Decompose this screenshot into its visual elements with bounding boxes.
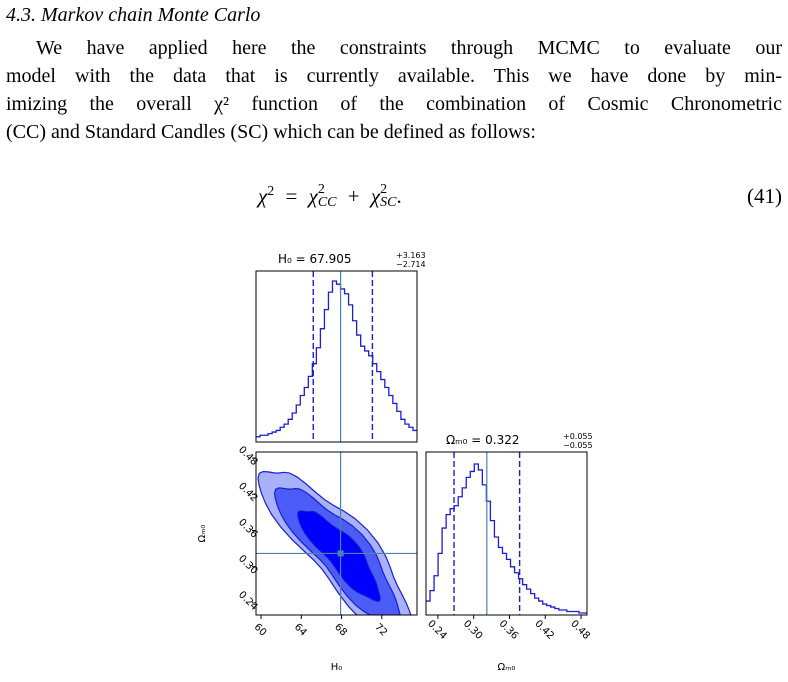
body-paragraph: We have applied here the constraints thr… — [6, 34, 782, 146]
h0-tick-label: 72 — [372, 622, 389, 639]
section-heading: 4.3. Markov chain Monte Carlo — [6, 4, 260, 27]
om-x-tick-label: 0.30 — [461, 618, 485, 642]
om-title-plus: +0.055 — [563, 432, 593, 441]
om-x-tick-label: 0.24 — [425, 618, 449, 642]
paragraph-line: model with the data that is currently av… — [6, 65, 782, 87]
paragraph-line: (CC) and Standard Candles (SC) which can… — [6, 121, 536, 143]
om-x-axis-label: Ωₘ₀ — [498, 662, 516, 673]
equation-number: (41) — [747, 184, 782, 208]
section-number: 4.3. — [6, 4, 36, 26]
h0-axis-label: H₀ — [331, 662, 343, 673]
om-axis-label: Ωₘ₀ — [197, 525, 208, 543]
contour-group — [257, 470, 412, 615]
h0-histogram-step — [256, 280, 417, 438]
equation-body: χ2 = χ 2 CC + χ 2 SC. — [258, 182, 402, 211]
section-title: Markov chain Monte Carlo — [41, 4, 261, 26]
h0-panel-frame — [255, 270, 418, 443]
corner-plot-figure: H₀ = 67.905 +3.163 −2.714 60 64 68 72 0.24 0.30… — [0, 245, 788, 677]
om-x-tick-label: 0.36 — [497, 618, 521, 642]
paragraph-line: imizing the overall χ² function of the c… — [6, 93, 782, 115]
h0-title-minus: −2.714 — [396, 260, 426, 269]
h0-tick-label: 64 — [292, 622, 309, 639]
h0-tick-label: 60 — [252, 622, 269, 639]
h0-tick-label: 68 — [332, 622, 349, 639]
om-x-tick-label: 0.42 — [532, 618, 556, 642]
equation-41: χ2 = χ 2 CC + χ 2 SC. (41) — [0, 182, 788, 214]
h0-histogram-panel: H₀ = 67.905 +3.163−2.714 — [255, 251, 426, 443]
corner-plot: H₀ = 67.905 +3.163−2.714 60 64 68 72 0.24 0.30… — [197, 251, 593, 673]
joint-panel-frame — [255, 451, 418, 616]
h0-title: H₀ = 67.905 — [278, 252, 352, 266]
om-title-minus: −0.055 — [563, 441, 593, 450]
om-title: Ωₘ₀ = 0.322 — [446, 433, 520, 447]
paragraph-line: We have applied here the constraints thr… — [36, 37, 782, 59]
om-histogram-step — [426, 463, 587, 614]
om-panel-frame — [425, 451, 588, 616]
joint-bestfit-marker — [337, 550, 344, 557]
om-histogram-panel: 0.24 0.30 0.36 0.42 0.48 Ωₘ₀ Ωₘ₀ = 0.322 +0.055… — [425, 432, 593, 673]
om-x-tick-label: 0.48 — [568, 618, 592, 642]
h0-title-plus: +3.163 — [396, 251, 426, 260]
